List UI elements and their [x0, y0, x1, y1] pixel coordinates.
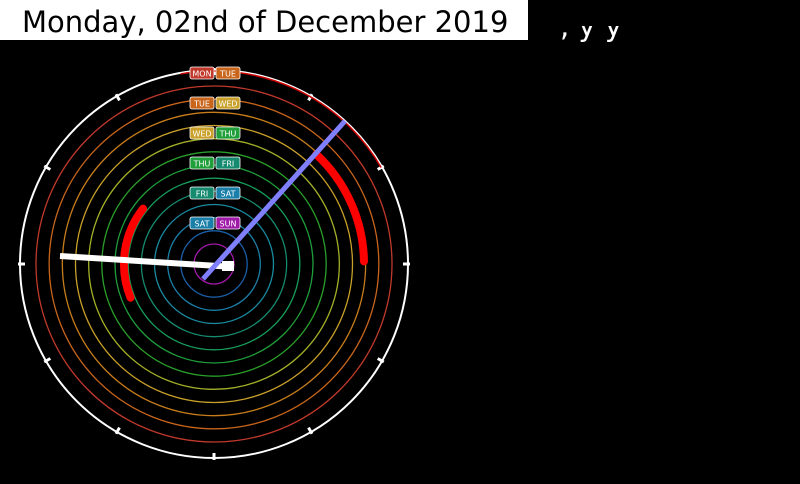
clock-tick	[43, 164, 52, 171]
hour-hand-tail	[222, 261, 234, 271]
day-ring	[101, 151, 327, 377]
day-label-pair: MON TUE	[189, 66, 241, 80]
next-day-label-badge	[215, 156, 241, 170]
day-label-badge	[189, 186, 215, 200]
next-day-label-text: THU	[219, 130, 237, 139]
day-label-badge	[189, 66, 215, 80]
day-label-pair: THU FRI	[189, 156, 241, 170]
clock-tick	[114, 93, 121, 102]
day-label-pair: FRI SAT	[189, 186, 241, 200]
clock-tick	[43, 357, 52, 364]
day-ring	[88, 138, 340, 390]
day-label-pair: WED THU	[189, 126, 241, 140]
next-day-label-badge	[215, 126, 241, 140]
next-day-label-badge	[215, 216, 241, 230]
day-label-text: WED	[192, 130, 211, 139]
day-label-text: MON	[192, 70, 211, 79]
day-label-text: SAT	[195, 220, 210, 229]
day-label-badge	[189, 156, 215, 170]
next-day-label-badge	[215, 96, 241, 110]
next-day-label-badge	[215, 66, 241, 80]
weekly-clock: MON TUE TUE WED WED THU THU FRI FRI SAT SAT SUN	[0, 40, 440, 480]
day-label-badge	[189, 126, 215, 140]
next-day-label-text: SAT	[221, 190, 236, 199]
hour-hand	[59, 253, 235, 270]
day-ring	[35, 85, 393, 443]
header-bar: Monday, 02nd of December 2019 , y y	[0, 0, 800, 42]
clock-tick	[114, 426, 121, 435]
next-day-label-text: FRI	[222, 160, 235, 169]
date-title-background	[0, 0, 528, 40]
date-title-overflow: , y y	[560, 26, 656, 42]
day-label-pair: TUE WED	[189, 96, 241, 110]
event-arc	[120, 204, 148, 302]
clock-tick	[376, 357, 385, 364]
clock-face-svg: MON TUE TUE WED WED THU THU FRI FRI SAT SAT SUN	[18, 66, 410, 460]
day-label-pair: SAT SUN	[189, 216, 241, 230]
date-title: Monday, 02nd of December 2019	[22, 5, 509, 39]
day-label-text: FRI	[196, 190, 209, 199]
day-label-text: THU	[193, 160, 211, 169]
day-label-text: TUE	[193, 100, 210, 109]
day-label-badge	[189, 216, 215, 230]
event-arc	[312, 150, 368, 266]
clock-tick	[307, 426, 314, 435]
day-ring	[74, 124, 354, 404]
day-label-badge	[189, 96, 215, 110]
minute-hand	[201, 119, 347, 281]
day-ring	[127, 177, 301, 351]
next-day-label-badge	[215, 186, 241, 200]
next-day-label-text: TUE	[219, 70, 236, 79]
next-day-label-text: WED	[218, 100, 237, 109]
next-day-label-text: SUN	[220, 220, 237, 229]
